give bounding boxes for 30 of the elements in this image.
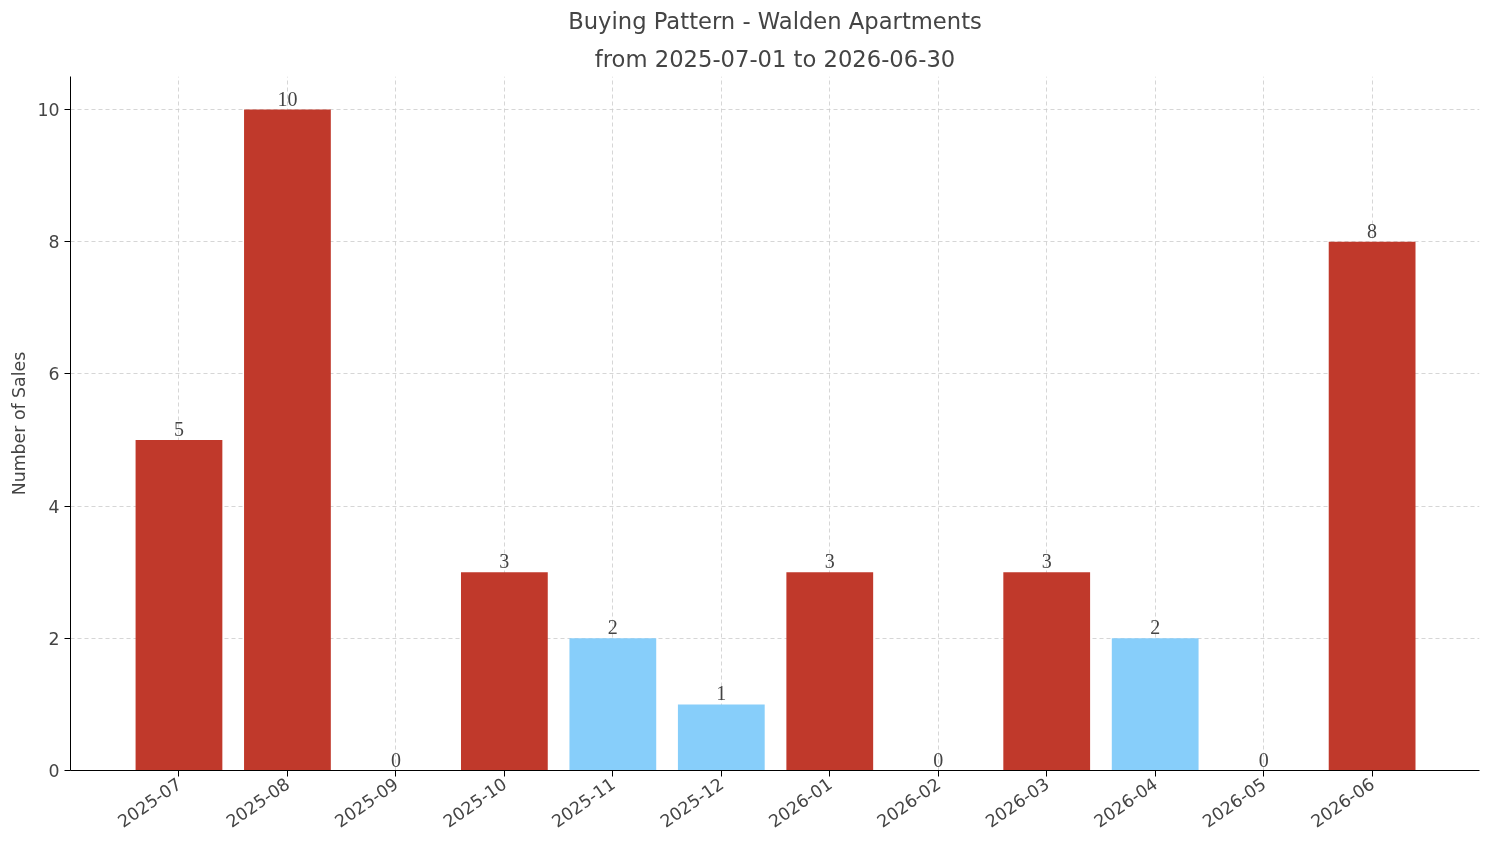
y-tick-label: 8 [48,232,60,253]
data-label: 0 [390,748,401,771]
bar [460,572,548,771]
data-label: 5 [173,418,184,441]
bar [677,704,765,771]
data-label: 3 [1041,550,1052,573]
y-tick-label: 4 [48,496,60,517]
bar [1003,572,1091,771]
bar [1328,241,1416,771]
data-label: 10 [277,87,298,110]
data-label: 0 [1258,748,1269,771]
data-label: 3 [499,550,510,573]
y-tick-label: 2 [48,628,60,649]
data-label: 1 [716,682,727,705]
data-label: 8 [1367,219,1378,242]
data-label: 0 [933,748,944,771]
bar [244,109,331,771]
data-label: 2 [1150,616,1161,639]
chart-title: Buying Pattern - Walden Apartments [568,7,982,34]
y-tick-label: 0 [48,761,60,781]
data-label: 3 [824,550,835,573]
y-axis-title: Number of Sales [9,351,30,496]
data-label: 2 [607,616,618,639]
bar [786,572,874,771]
bar [135,440,223,771]
y-tick-label: 10 [37,100,60,121]
y-tick-label: 6 [48,364,60,385]
chart-subtitle: from 2025-07-01 to 2026-06-30 [594,45,956,72]
bar [1111,638,1199,771]
bar [569,638,657,771]
